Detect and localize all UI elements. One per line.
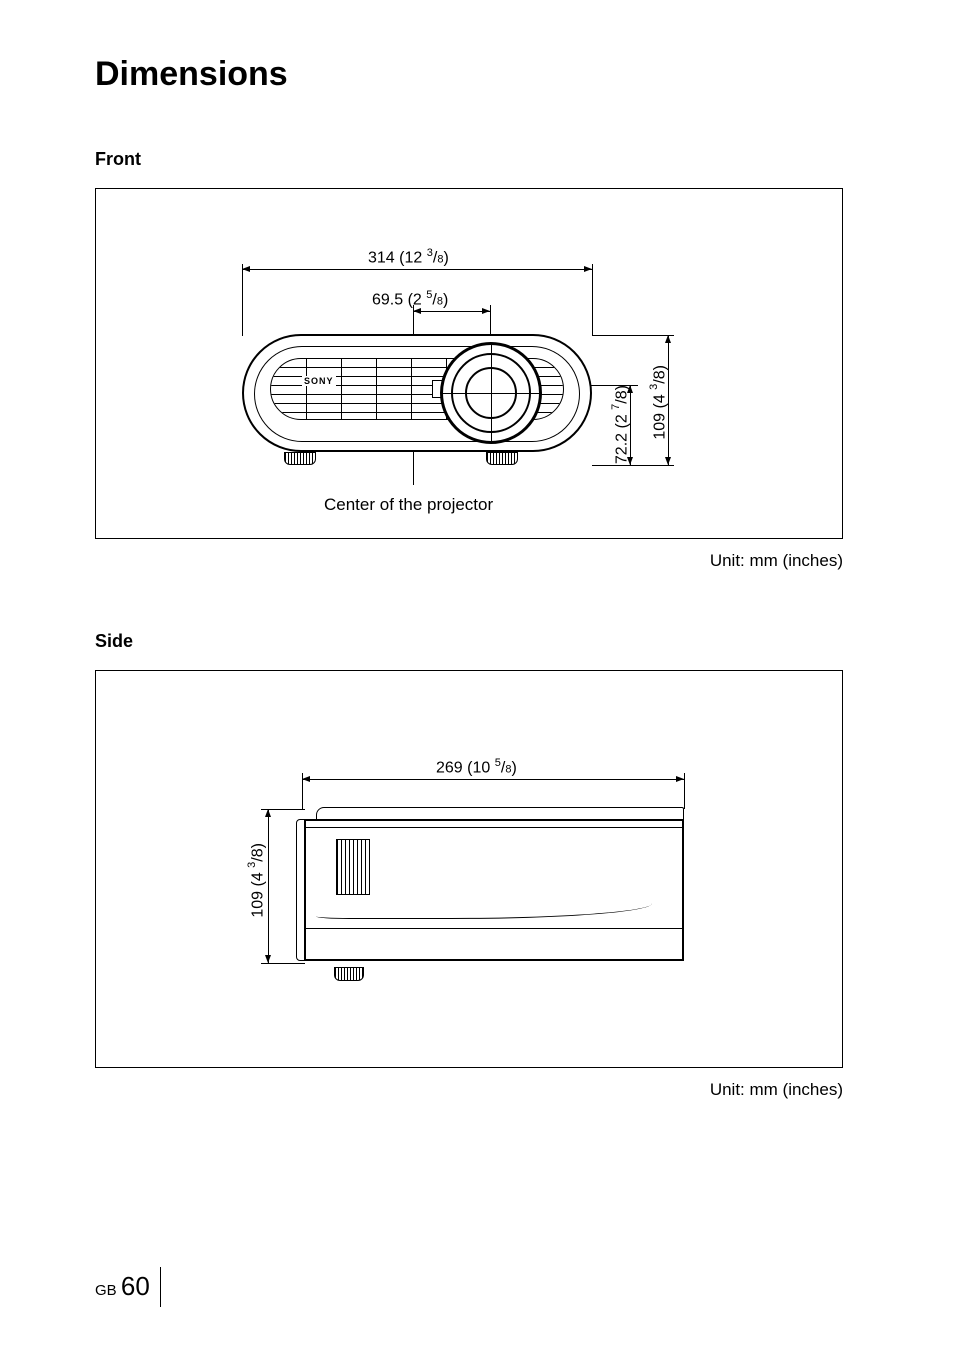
side-body <box>304 819 684 961</box>
side-unit-caption: Unit: mm (inches) <box>95 1080 843 1100</box>
side-figure: 269 (10 5/8) 109 (4 3/8) <box>95 670 843 1068</box>
val-in-whole: 12 <box>404 249 422 266</box>
val-in-den: 8 <box>651 370 668 379</box>
body-curve <box>316 893 652 919</box>
val-in-den: 8 <box>437 295 443 307</box>
ext-line <box>261 809 305 810</box>
arrow-icon <box>242 266 250 272</box>
val-mm: 109 <box>651 413 668 440</box>
val-in-whole: 2 <box>413 291 422 308</box>
dim-width-label: 314 (12 3/8) <box>368 247 449 267</box>
side-heading: Side <box>95 631 859 652</box>
ext-line <box>261 963 305 964</box>
projector-side-drawing <box>304 807 684 979</box>
ext-line <box>302 773 303 809</box>
ext-line <box>592 264 593 336</box>
projector-front-drawing: SONY <box>242 334 592 462</box>
val-in-whole: 4 <box>249 872 266 881</box>
arrow-icon <box>265 809 271 817</box>
foot-left <box>284 452 316 465</box>
val-in-num: 7 <box>610 404 622 410</box>
val-mm: 269 <box>436 759 463 776</box>
foot-right <box>486 452 518 465</box>
page-title: Dimensions <box>95 55 859 94</box>
lens <box>440 342 542 444</box>
front-unit-caption: Unit: mm (inches) <box>95 551 843 571</box>
val-in-num: 3 <box>246 862 258 868</box>
page-number: GB 60 <box>95 1271 150 1302</box>
footer-rule <box>160 1267 161 1307</box>
ext-line <box>684 773 685 809</box>
arrow-icon <box>676 776 684 782</box>
val-in-den: 8 <box>437 253 443 265</box>
ext-line <box>242 264 243 336</box>
arrow-icon <box>584 266 592 272</box>
val-mm: 69.5 <box>372 291 403 308</box>
val-in-num: 3 <box>648 384 660 390</box>
dim-line-sideh <box>268 809 269 963</box>
val-in-num: 5 <box>495 757 501 769</box>
dim-lens-offset-label: 69.5 (2 5/8) <box>372 289 448 309</box>
center-caption: Center of the projector <box>324 495 493 515</box>
val-in-den: 8 <box>613 390 630 399</box>
val-mm: 314 <box>368 249 395 266</box>
dim-depth-label: 269 (10 5/8) <box>436 757 517 777</box>
arrow-icon <box>665 335 671 343</box>
ext-line <box>592 335 674 336</box>
dim-height-label: 109 (4 3/8) <box>648 365 669 440</box>
dim-line-depth <box>302 779 684 780</box>
manual-page: Dimensions Front 314 (12 3/8) 69.5 (2 5/… <box>0 0 954 1352</box>
val-in-whole: 2 <box>613 414 630 423</box>
val-in-num: 3 <box>427 247 433 259</box>
val-in-num: 5 <box>426 289 432 301</box>
ext-line <box>592 465 674 466</box>
dim-lensh-label: 72.2 (2 7/8) <box>610 385 631 464</box>
dim-line-lens-offset <box>413 311 490 312</box>
page-number-value: 60 <box>121 1271 150 1301</box>
val-in-whole: 4 <box>651 394 668 403</box>
front-figure: 314 (12 3/8) 69.5 (2 5/8) 72.2 (2 7/8) <box>95 188 843 539</box>
brand-logo: SONY <box>302 376 336 386</box>
val-in-whole: 10 <box>472 759 490 776</box>
dim-sideh-label: 109 (4 3/8) <box>246 843 267 918</box>
val-mm: 109 <box>249 891 266 918</box>
dim-line-width <box>242 269 592 270</box>
page-prefix: GB <box>95 1282 117 1299</box>
arrow-icon <box>265 955 271 963</box>
arrow-icon <box>302 776 310 782</box>
arrow-icon <box>665 457 671 465</box>
val-mm: 72.2 <box>613 433 630 464</box>
val-in-den: 8 <box>505 763 511 775</box>
front-heading: Front <box>95 149 859 170</box>
vent-icon <box>336 839 370 895</box>
arrow-icon <box>482 308 490 314</box>
val-in-den: 8 <box>249 848 266 857</box>
foot <box>334 961 364 981</box>
